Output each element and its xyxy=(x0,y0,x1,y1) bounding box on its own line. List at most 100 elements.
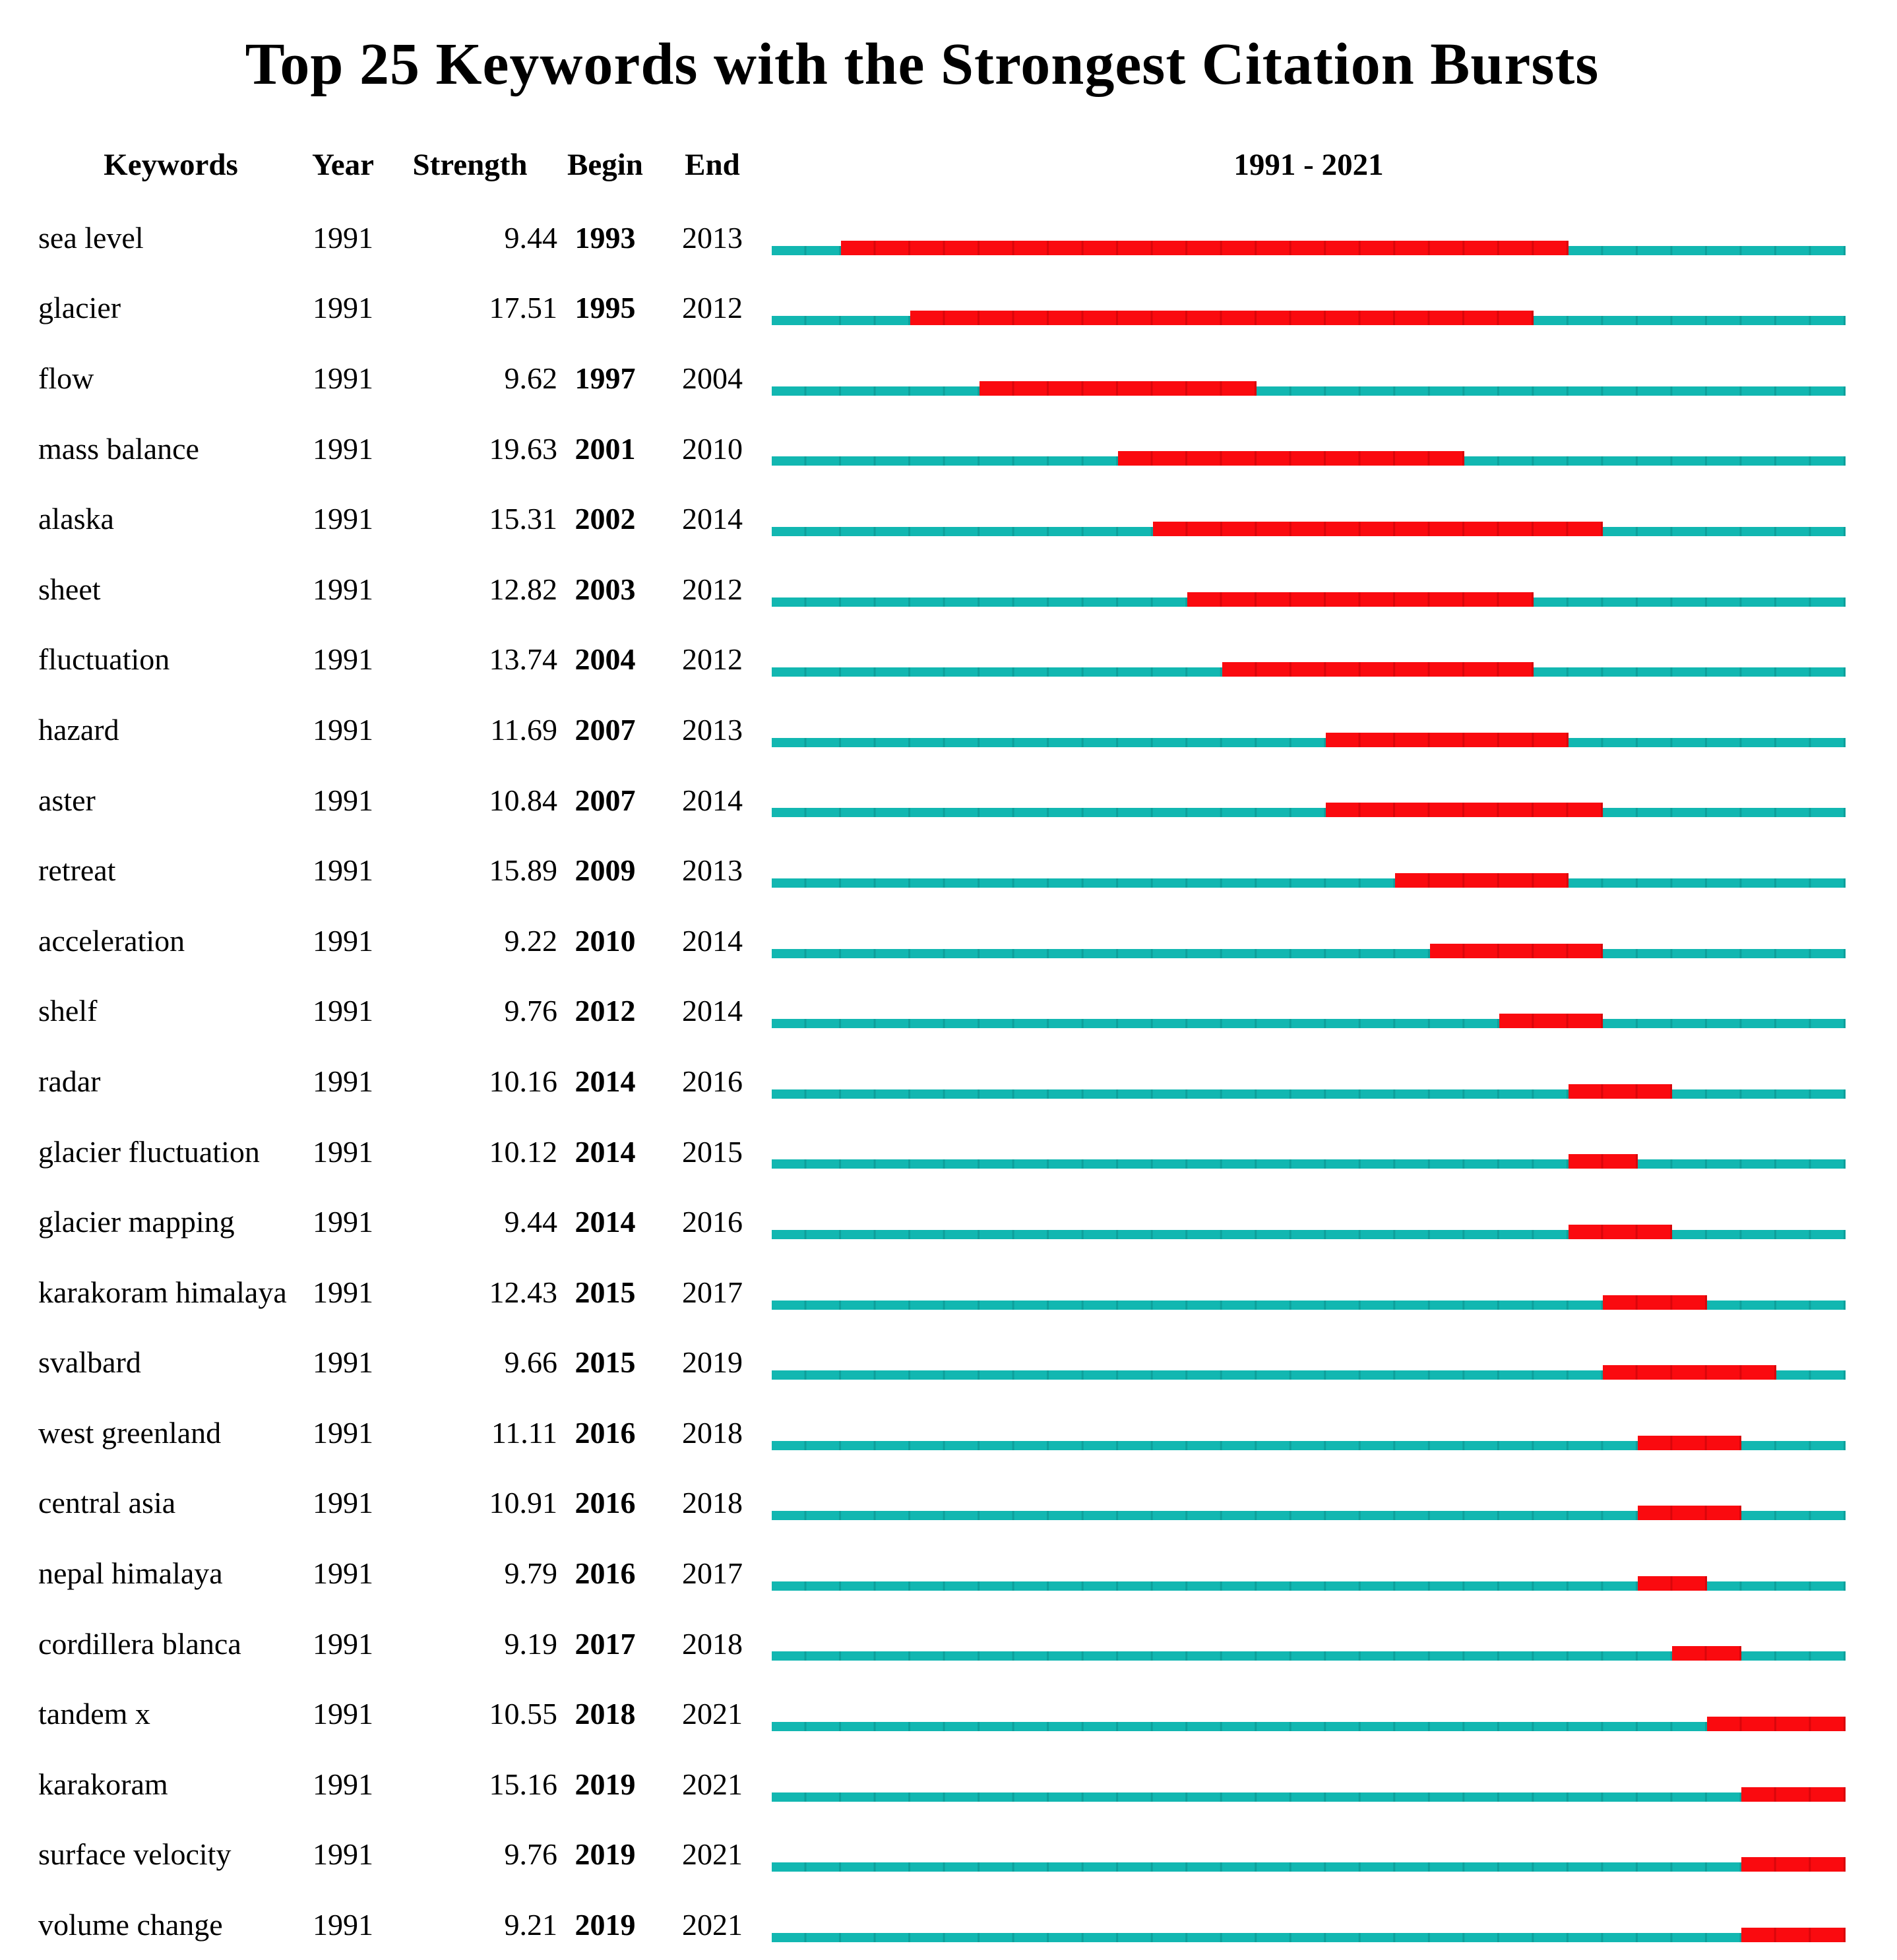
strength-value: 9.22 xyxy=(504,923,558,958)
timeline-track xyxy=(772,343,1846,413)
burst-row: sheet 1991 12.82 2003 2012 xyxy=(0,554,1897,625)
begin-value: 2018 xyxy=(575,1697,636,1731)
strength-value: 12.43 xyxy=(489,1275,558,1309)
end-value: 2014 xyxy=(682,502,743,536)
timeline-track xyxy=(772,1328,1846,1398)
year-value: 1991 xyxy=(313,1486,373,1520)
timeline-track xyxy=(772,625,1846,695)
timeline-track xyxy=(772,483,1846,554)
begin-value: 2016 xyxy=(575,1415,636,1450)
burst-row: central asia 1991 10.91 2016 2018 xyxy=(0,1468,1897,1539)
year-value: 1991 xyxy=(313,1908,373,1942)
begin-value: 2019 xyxy=(575,1767,636,1801)
end-value: 2014 xyxy=(682,923,743,958)
end-value: 2014 xyxy=(682,994,743,1028)
burst-row: glacier fluctuation 1991 10.12 2014 2015 xyxy=(0,1117,1897,1187)
begin-value: 2014 xyxy=(575,1205,636,1239)
begin-value: 2012 xyxy=(575,994,636,1028)
burst-bar xyxy=(1672,1646,1742,1661)
burst-bar xyxy=(1741,1787,1846,1802)
timeline-track xyxy=(772,835,1846,905)
year-value: 1991 xyxy=(313,1626,373,1661)
burst-bar xyxy=(1187,592,1534,607)
strength-value: 9.44 xyxy=(504,220,558,255)
year-value: 1991 xyxy=(313,1134,373,1169)
timeline-track xyxy=(772,765,1846,836)
end-value: 2012 xyxy=(682,572,743,606)
year-value: 1991 xyxy=(313,1415,373,1450)
year-value: 1991 xyxy=(313,1205,373,1239)
timeline-track xyxy=(772,1046,1846,1117)
year-value: 1991 xyxy=(313,572,373,606)
year-value: 1991 xyxy=(313,853,373,888)
keyword-label: acceleration xyxy=(38,923,185,958)
timeline-track xyxy=(772,905,1846,976)
column-header-begin: Begin xyxy=(567,148,643,182)
burst-row: cordillera blanca 1991 9.19 2017 2018 xyxy=(0,1608,1897,1679)
begin-value: 2015 xyxy=(575,1345,636,1380)
begin-value: 2019 xyxy=(575,1908,636,1942)
end-value: 2018 xyxy=(682,1415,743,1450)
timeline-track xyxy=(772,1117,1846,1187)
timeline-baseline xyxy=(772,808,1846,818)
timeline-baseline xyxy=(772,1722,1846,1732)
end-value: 2018 xyxy=(682,1626,743,1661)
burst-bar xyxy=(1568,1084,1673,1099)
column-header-keywords: Keywords xyxy=(104,148,238,182)
strength-value: 9.19 xyxy=(504,1626,558,1661)
end-value: 2017 xyxy=(682,1556,743,1591)
begin-value: 2015 xyxy=(575,1275,636,1309)
end-value: 2016 xyxy=(682,1064,743,1098)
column-header-strength: Strength xyxy=(412,148,528,182)
end-value: 2013 xyxy=(682,853,743,888)
end-value: 2016 xyxy=(682,1205,743,1239)
timeline-track xyxy=(772,202,1846,273)
strength-value: 9.76 xyxy=(504,1837,558,1872)
burst-row: hazard 1991 11.69 2007 2013 xyxy=(0,694,1897,765)
timeline-track xyxy=(772,1186,1846,1257)
begin-value: 2019 xyxy=(575,1837,636,1872)
burst-row: west greenland 1991 11.11 2016 2018 xyxy=(0,1397,1897,1468)
burst-row: alaska 1991 15.31 2002 2014 xyxy=(0,483,1897,554)
burst-rows: sea level 1991 9.44 1993 2013 glacier 19… xyxy=(0,202,1897,1960)
strength-value: 15.16 xyxy=(489,1767,558,1801)
timeline-baseline xyxy=(772,878,1846,888)
end-value: 2004 xyxy=(682,361,743,395)
burst-bar xyxy=(1741,1927,1846,1942)
end-value: 2012 xyxy=(682,642,743,677)
timeline-track xyxy=(772,413,1846,484)
end-value: 2010 xyxy=(682,431,743,466)
begin-value: 2016 xyxy=(575,1556,636,1591)
year-value: 1991 xyxy=(313,1767,373,1801)
keyword-label: svalbard xyxy=(38,1345,141,1380)
end-value: 2015 xyxy=(682,1134,743,1169)
keyword-label: flow xyxy=(38,361,94,395)
strength-value: 10.84 xyxy=(489,783,558,817)
begin-value: 2010 xyxy=(575,923,636,958)
keyword-label: fluctuation xyxy=(38,642,170,677)
year-value: 1991 xyxy=(313,502,373,536)
chart-title: Top 25 Keywords with the Strongest Citat… xyxy=(245,32,1600,97)
column-header-row: Keywords Year Strength Begin End 1991 - … xyxy=(0,132,1897,198)
end-value: 2021 xyxy=(682,1908,743,1942)
burst-row: glacier mapping 1991 9.44 2014 2016 xyxy=(0,1186,1897,1257)
begin-value: 2009 xyxy=(575,853,636,888)
strength-value: 12.82 xyxy=(489,572,558,606)
strength-value: 9.44 xyxy=(504,1205,558,1239)
year-value: 1991 xyxy=(313,1345,373,1380)
year-value: 1991 xyxy=(313,291,373,325)
strength-value: 13.74 xyxy=(489,642,558,677)
burst-row: sea level 1991 9.44 1993 2013 xyxy=(0,202,1897,273)
burst-bar xyxy=(910,311,1534,326)
keyword-label: sheet xyxy=(38,572,101,606)
year-value: 1991 xyxy=(313,642,373,677)
timeline-track xyxy=(772,554,1846,625)
burst-bar xyxy=(980,381,1257,396)
timeline-baseline xyxy=(772,1019,1846,1029)
end-value: 2021 xyxy=(682,1837,743,1872)
keyword-label: west greenland xyxy=(38,1415,222,1450)
end-value: 2014 xyxy=(682,783,743,817)
end-value: 2018 xyxy=(682,1486,743,1520)
year-value: 1991 xyxy=(313,1275,373,1309)
strength-value: 19.63 xyxy=(489,431,558,466)
